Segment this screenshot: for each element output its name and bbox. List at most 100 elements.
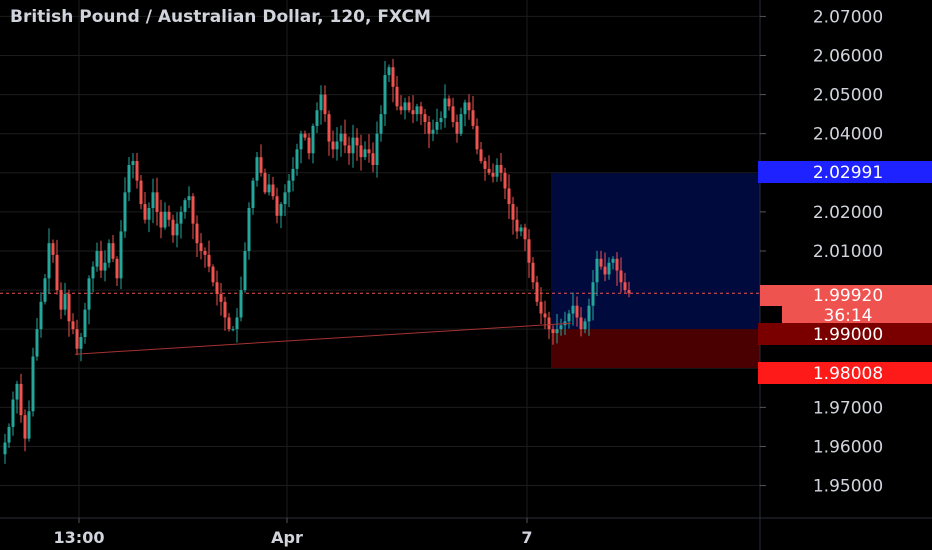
candle: [335, 127, 339, 161]
candle-body: [223, 301, 227, 318]
candle: [451, 97, 455, 128]
candle: [283, 184, 287, 217]
candle-body: [387, 67, 391, 76]
candle-body: [259, 157, 263, 173]
candle-body: [303, 133, 307, 138]
candle: [35, 318, 39, 361]
candle: [71, 313, 75, 335]
candle: [263, 168, 267, 195]
candle: [107, 239, 111, 268]
candle-body: [439, 118, 443, 122]
candle-body: [479, 149, 483, 162]
candle: [151, 178, 155, 224]
candle-body: [231, 329, 235, 331]
candle-body: [103, 262, 107, 271]
candle-body: [535, 282, 539, 302]
current-price-label: 1.99920: [813, 286, 883, 306]
candle: [59, 282, 63, 320]
candle: [611, 256, 615, 270]
candle-body: [515, 219, 519, 232]
candle-body: [491, 172, 495, 177]
candle: [135, 152, 139, 189]
candle-body: [83, 309, 87, 337]
candle-body: [371, 153, 375, 165]
candle: [547, 311, 551, 340]
stop-zone[interactable]: [551, 329, 760, 368]
bar-countdown-label: 36:14: [824, 306, 873, 326]
candle: [99, 240, 103, 278]
trendline[interactable]: [74, 322, 572, 355]
candle: [251, 177, 255, 215]
candle-body: [47, 243, 51, 279]
candle-body: [391, 67, 395, 87]
candle: [607, 257, 611, 280]
candle: [179, 206, 183, 239]
time-axis[interactable]: 13:00 Apr 7: [54, 518, 533, 547]
candle: [491, 163, 495, 183]
candle-body: [395, 86, 399, 107]
candle-body: [299, 133, 303, 150]
candle: [507, 174, 511, 219]
candle-body: [619, 270, 623, 283]
candle: [303, 130, 307, 141]
target-zone[interactable]: [551, 173, 760, 330]
candle: [3, 433, 7, 464]
candle: [323, 85, 327, 122]
candle: [187, 186, 191, 209]
candle: [443, 84, 447, 128]
price-tick-label: 1.96000: [813, 437, 883, 457]
candle: [475, 118, 479, 155]
candle: [347, 136, 351, 165]
candle: [519, 224, 523, 237]
price-tick-label: 1.97000: [813, 398, 883, 418]
candle: [67, 289, 71, 337]
candle-body: [195, 223, 199, 244]
candle-body: [179, 211, 183, 224]
candle: [83, 302, 87, 344]
candle-body: [131, 161, 135, 165]
candle-body: [151, 192, 155, 208]
candle: [247, 202, 251, 260]
candle-body: [207, 254, 211, 267]
candle: [375, 121, 379, 178]
candle: [479, 142, 483, 164]
candle-body: [335, 141, 339, 150]
candle-body: [623, 282, 627, 291]
candle: [371, 142, 375, 173]
candle: [559, 318, 563, 336]
stop-price-tag: 1.98008: [758, 362, 932, 384]
candle: [307, 133, 311, 160]
candle: [311, 123, 315, 164]
candle: [423, 109, 427, 135]
candle-body: [331, 141, 335, 150]
candle: [619, 257, 623, 293]
candle-body: [63, 293, 67, 310]
candle-body: [295, 149, 299, 169]
candle: [363, 141, 367, 161]
candle-body: [603, 266, 607, 275]
candle-body: [455, 121, 459, 134]
candle-body: [3, 442, 7, 455]
candle-body: [443, 98, 447, 119]
candle-body: [383, 75, 387, 115]
candle-body: [307, 137, 311, 154]
candle-body: [503, 172, 507, 189]
candle: [315, 102, 319, 133]
candle-body: [567, 313, 571, 322]
candle: [295, 143, 299, 176]
price-tick-label: 2.06000: [813, 47, 883, 67]
candle-body: [595, 258, 599, 283]
candle: [431, 119, 435, 142]
price-axis[interactable]: 2.07000 2.06000 2.05000 2.04000 2.02000 2.010…: [760, 7, 883, 497]
candle: [123, 177, 127, 238]
candle-body: [547, 317, 551, 330]
candle: [383, 61, 387, 126]
candle: [387, 64, 391, 83]
candle-body: [171, 219, 175, 236]
candle-body: [15, 383, 19, 400]
candle: [419, 101, 423, 126]
candle: [115, 256, 119, 286]
candle: [55, 239, 59, 295]
candle: [171, 214, 175, 243]
